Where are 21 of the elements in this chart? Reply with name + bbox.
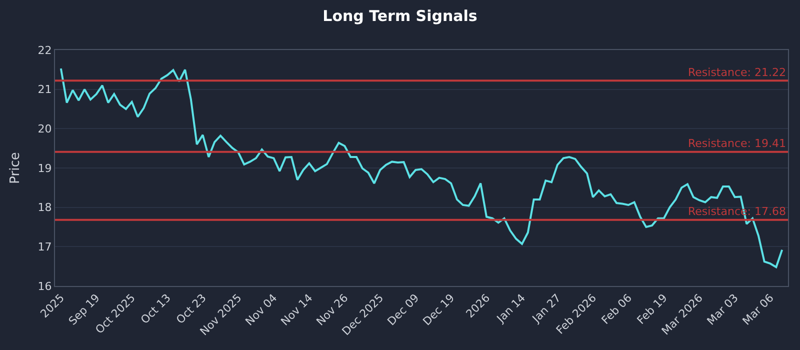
chart-title: Long Term Signals bbox=[322, 7, 478, 25]
ref-line-label: Resistance: 19.41 bbox=[688, 137, 786, 150]
x-tick-label: Nov 14 bbox=[278, 292, 316, 328]
x-tick-label: Nov 04 bbox=[242, 292, 280, 328]
x-tick-label: Oct 13 bbox=[138, 292, 174, 327]
x-tick-label: Mar 06 bbox=[740, 292, 776, 328]
y-tick-label: 16 bbox=[38, 280, 52, 293]
y-tick-label: 19 bbox=[38, 162, 52, 175]
y-tick-label: 21 bbox=[38, 83, 52, 96]
x-tick-label: Jan 14 bbox=[494, 292, 528, 326]
x-tick-label: Feb 06 bbox=[599, 292, 634, 327]
y-tick-label: 17 bbox=[38, 240, 52, 254]
y-tick-label: 20 bbox=[38, 122, 52, 136]
ref-line-label: Resistance: 21.22 bbox=[688, 66, 786, 79]
y-tick-label: 22 bbox=[38, 44, 52, 57]
x-tick-label: Mar 03 bbox=[704, 292, 741, 328]
line-series bbox=[60, 67, 784, 268]
x-tick-label: Dec 09 bbox=[384, 292, 422, 328]
y-axis-title: Price bbox=[8, 152, 23, 184]
x-tick-label: Dec 19 bbox=[420, 292, 458, 328]
y-tick-label: 18 bbox=[38, 201, 52, 214]
